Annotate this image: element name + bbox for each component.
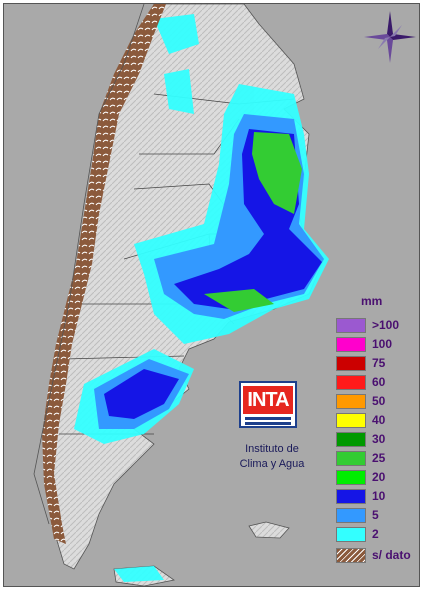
map-frame xyxy=(3,3,420,587)
rain-20mm xyxy=(204,132,302,312)
legend-label: 100 xyxy=(372,337,393,351)
legend-swatch xyxy=(336,393,366,409)
legend-label: 30 xyxy=(372,432,386,446)
legend-swatch xyxy=(336,336,366,352)
legend-swatch xyxy=(336,317,366,333)
legend-swatch xyxy=(336,355,366,371)
legend-label: 2 xyxy=(372,527,379,541)
legend-label: 10 xyxy=(372,489,386,503)
logo-line xyxy=(245,417,291,420)
legend-label: 20 xyxy=(372,470,386,484)
caption-line-1: Instituto de xyxy=(245,443,299,455)
legend-item: 50 xyxy=(336,392,385,410)
legend-swatch xyxy=(336,450,366,466)
legend-item: 10 xyxy=(336,487,385,505)
precipitation-map xyxy=(33,4,329,586)
legend-item: 25 xyxy=(336,449,385,467)
legend-item: s/ dato xyxy=(336,546,411,564)
legend-item: 2 xyxy=(336,525,379,543)
legend-swatch xyxy=(336,374,366,390)
legend-item: 5 xyxy=(336,506,379,524)
legend-swatch xyxy=(336,431,366,447)
legend-swatch xyxy=(336,412,366,428)
legend-label: >100 xyxy=(372,318,400,332)
caption-line-2: Clima y Agua xyxy=(239,458,305,470)
islas-malvinas xyxy=(248,521,290,539)
legend-swatch xyxy=(336,507,366,523)
legend-item: >100 xyxy=(336,316,399,334)
legend-swatch xyxy=(336,469,366,485)
legend-item: 60 xyxy=(336,373,385,391)
chile-coast xyxy=(33,4,145,525)
legend-label: s/ dato xyxy=(372,548,411,562)
no-data-band xyxy=(42,4,166,544)
legend-swatch xyxy=(336,526,366,542)
legend-item: 75 xyxy=(336,354,385,372)
legend-swatch-nodata xyxy=(336,547,366,563)
legend-item: 40 xyxy=(336,411,385,429)
logo-band xyxy=(243,386,293,414)
logo-line xyxy=(245,422,291,425)
legend-swatch xyxy=(336,488,366,504)
compass-rose-icon xyxy=(364,11,416,63)
legend-label: 60 xyxy=(372,375,386,389)
legend-label: 40 xyxy=(372,413,386,427)
legend-label: 50 xyxy=(372,394,386,408)
legend-item: 20 xyxy=(336,468,385,486)
legend-label: 75 xyxy=(372,356,386,370)
logo-text: INTA xyxy=(247,389,289,411)
legend-label: 25 xyxy=(372,451,386,465)
legend-item: 100 xyxy=(336,335,392,353)
inta-logo: INTA xyxy=(239,381,297,428)
legend-label: 5 xyxy=(372,508,379,522)
legend-unit: mm xyxy=(361,294,383,308)
legend-item: 30 xyxy=(336,430,385,448)
